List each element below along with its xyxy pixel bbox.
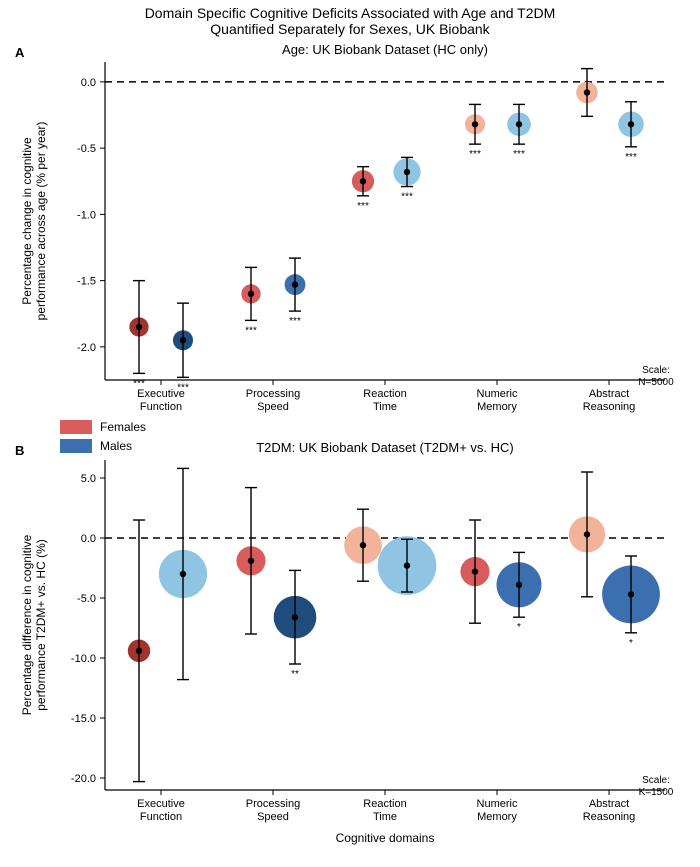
svg-text:Percentage difference in cogni: Percentage difference in cognitive (20, 534, 34, 715)
svg-text:Processing: Processing (246, 798, 300, 810)
svg-text:***: *** (401, 192, 413, 203)
svg-text:-20.0: -20.0 (71, 773, 96, 785)
svg-text:Time: Time (373, 401, 397, 413)
svg-text:Function: Function (140, 811, 182, 823)
svg-text:Quantified Separately for Sexe: Quantified Separately for Sexes, UK Biob… (210, 21, 490, 37)
svg-text:Scale:: Scale: (642, 775, 670, 786)
svg-text:Reasoning: Reasoning (583, 401, 636, 413)
svg-text:Abstract: Abstract (589, 798, 629, 810)
svg-text:***: *** (469, 149, 481, 160)
svg-text:Males: Males (100, 439, 132, 453)
svg-text:**: ** (291, 669, 299, 680)
svg-text:-2.0: -2.0 (77, 342, 96, 354)
svg-text:***: *** (133, 378, 145, 389)
svg-text:Domain Specific Cognitive Defi: Domain Specific Cognitive Deficits Assoc… (145, 5, 556, 21)
svg-text:***: *** (289, 316, 301, 327)
svg-text:***: *** (513, 149, 525, 160)
svg-text:***: *** (177, 382, 189, 393)
svg-text:Reaction: Reaction (363, 798, 406, 810)
svg-text:T2DM: UK Biobank Dataset (T2DM: T2DM: UK Biobank Dataset (T2DM+ vs. HC) (256, 440, 514, 455)
svg-text:Percentage change in cognitive: Percentage change in cognitive (20, 137, 34, 305)
svg-text:***: *** (245, 325, 257, 336)
svg-text:Numeric: Numeric (477, 798, 518, 810)
svg-text:Speed: Speed (257, 811, 289, 823)
svg-text:performance across age (% per: performance across age (% per year) (34, 122, 48, 321)
svg-text:-1.5: -1.5 (77, 276, 96, 288)
svg-text:Memory: Memory (477, 811, 517, 823)
svg-text:***: *** (357, 201, 369, 212)
svg-text:*: * (517, 622, 521, 633)
svg-text:-10.0: -10.0 (71, 653, 96, 665)
svg-text:-0.5: -0.5 (77, 143, 96, 155)
svg-text:Scale:: Scale: (642, 365, 670, 376)
svg-text:5.0: 5.0 (81, 473, 96, 485)
svg-text:Numeric: Numeric (477, 388, 518, 400)
svg-text:***: *** (625, 152, 637, 163)
svg-text:*: * (629, 638, 633, 649)
svg-text:Speed: Speed (257, 401, 289, 413)
svg-text:Reasoning: Reasoning (583, 811, 636, 823)
svg-text:Cognitive domains: Cognitive domains (336, 831, 435, 845)
svg-text:-5.0: -5.0 (77, 593, 96, 605)
svg-text:Age: UK Biobank Dataset (HC on: Age: UK Biobank Dataset (HC only) (282, 42, 488, 57)
svg-text:Memory: Memory (477, 401, 517, 413)
chart-svg: Domain Specific Cognitive Deficits Assoc… (0, 0, 700, 867)
svg-text:Reaction: Reaction (363, 388, 406, 400)
figure-root: Domain Specific Cognitive Deficits Assoc… (0, 0, 700, 867)
svg-text:-15.0: -15.0 (71, 713, 96, 725)
svg-text:Time: Time (373, 811, 397, 823)
svg-text:0.0: 0.0 (81, 533, 96, 545)
svg-text:Females: Females (100, 420, 146, 434)
svg-text:performance T2DM+ vs. HC (%): performance T2DM+ vs. HC (%) (34, 539, 48, 711)
svg-text:0.0: 0.0 (81, 77, 96, 89)
svg-text:K=1500: K=1500 (639, 787, 674, 798)
svg-text:Executive: Executive (137, 798, 185, 810)
svg-text:A: A (15, 45, 25, 60)
svg-text:B: B (15, 443, 24, 458)
svg-text:N=5000: N=5000 (638, 377, 674, 388)
svg-text:Abstract: Abstract (589, 388, 629, 400)
svg-text:-1.0: -1.0 (77, 209, 96, 221)
svg-text:Function: Function (140, 401, 182, 413)
svg-text:Processing: Processing (246, 388, 300, 400)
